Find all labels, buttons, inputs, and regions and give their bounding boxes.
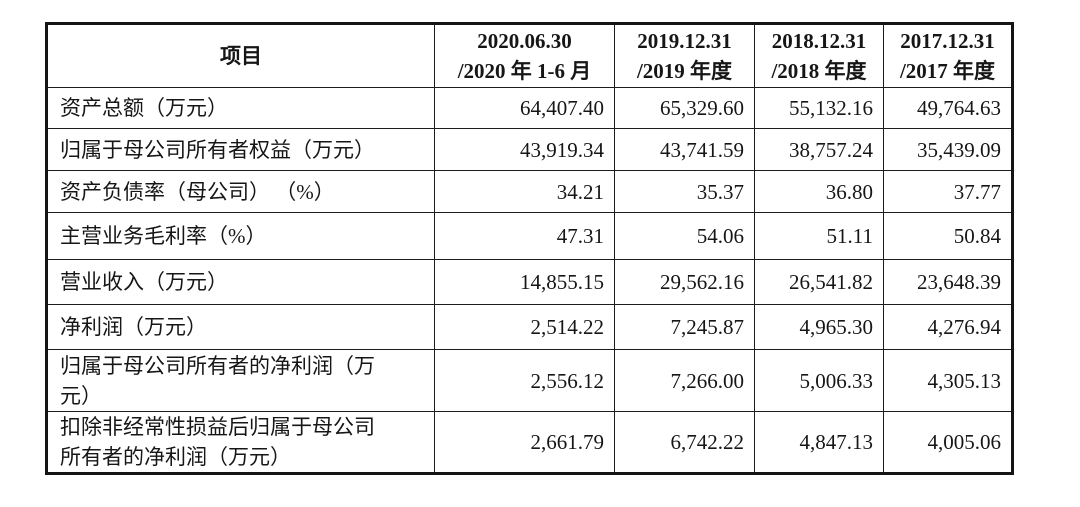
value-cell: 2,514.22 (434, 304, 615, 350)
value-cell: 4,005.06 (883, 411, 1013, 474)
row-label: 营业收入（万元） (46, 259, 435, 305)
value-cell: 7,266.00 (614, 349, 755, 412)
value-cell: 7,245.87 (614, 304, 755, 350)
value-cell: 43,919.34 (434, 128, 615, 171)
value-cell: 65,329.60 (614, 87, 755, 129)
row-label: 归属于母公司所有者的净利润（万 元） (46, 349, 435, 412)
header-item-column: 项目 (46, 23, 435, 88)
value-cell: 4,305.13 (883, 349, 1013, 412)
table-row-revenue: 营业收入（万元） 14,855.15 29,562.16 26,541.82 2… (46, 259, 1013, 305)
table-row-parent-net-profit: 归属于母公司所有者的净利润（万 元） 2,556.12 7,266.00 5,0… (46, 349, 1013, 412)
financial-summary-table: 项目 2020.06.30 /2020 年 1-6 月 2019.12.31 /… (45, 22, 1014, 475)
value-cell: 50.84 (883, 212, 1013, 260)
value-cell: 36.80 (754, 170, 884, 213)
value-cell: 49,764.63 (883, 87, 1013, 129)
value-cell: 35.37 (614, 170, 755, 213)
value-cell: 26,541.82 (754, 259, 884, 305)
row-label: 扣除非经常性损益后归属于母公司 所有者的净利润（万元） (46, 411, 435, 474)
value-cell: 43,741.59 (614, 128, 755, 171)
header-period-2019: 2019.12.31 /2019 年度 (614, 23, 755, 88)
value-cell: 4,847.13 (754, 411, 884, 474)
table-row-recurring-net-profit: 扣除非经常性损益后归属于母公司 所有者的净利润（万元） 2,661.79 6,7… (46, 411, 1013, 474)
value-cell: 5,006.33 (754, 349, 884, 412)
value-cell: 38,757.24 (754, 128, 884, 171)
row-label: 资产负债率（母公司） （%） (46, 170, 435, 213)
header-period-2018: 2018.12.31 /2018 年度 (754, 23, 884, 88)
table-header-row: 项目 2020.06.30 /2020 年 1-6 月 2019.12.31 /… (46, 23, 1013, 88)
value-cell: 55,132.16 (754, 87, 884, 129)
value-cell: 37.77 (883, 170, 1013, 213)
table-row-gross-margin: 主营业务毛利率（%） 47.31 54.06 51.11 50.84 (46, 212, 1013, 260)
value-cell: 29,562.16 (614, 259, 755, 305)
value-cell: 54.06 (614, 212, 755, 260)
value-cell: 47.31 (434, 212, 615, 260)
value-cell: 64,407.40 (434, 87, 615, 129)
table-row-parent-equity: 归属于母公司所有者权益（万元） 43,919.34 43,741.59 38,7… (46, 128, 1013, 171)
table-row-net-profit: 净利润（万元） 2,514.22 7,245.87 4,965.30 4,276… (46, 304, 1013, 350)
value-cell: 2,661.79 (434, 411, 615, 474)
row-label: 归属于母公司所有者权益（万元） (46, 128, 435, 171)
row-label: 净利润（万元） (46, 304, 435, 350)
value-cell: 51.11 (754, 212, 884, 260)
table-row-debt-ratio: 资产负债率（母公司） （%） 34.21 35.37 36.80 37.77 (46, 170, 1013, 213)
value-cell: 6,742.22 (614, 411, 755, 474)
value-cell: 2,556.12 (434, 349, 615, 412)
row-label: 资产总额（万元） (46, 87, 435, 129)
value-cell: 34.21 (434, 170, 615, 213)
table-row-total-assets: 资产总额（万元） 64,407.40 65,329.60 55,132.16 4… (46, 87, 1013, 129)
value-cell: 14,855.15 (434, 259, 615, 305)
value-cell: 4,276.94 (883, 304, 1013, 350)
value-cell: 23,648.39 (883, 259, 1013, 305)
row-label: 主营业务毛利率（%） (46, 212, 435, 260)
header-period-2017: 2017.12.31 /2017 年度 (883, 23, 1013, 88)
value-cell: 35,439.09 (883, 128, 1013, 171)
value-cell: 4,965.30 (754, 304, 884, 350)
header-period-2020: 2020.06.30 /2020 年 1-6 月 (434, 23, 615, 88)
